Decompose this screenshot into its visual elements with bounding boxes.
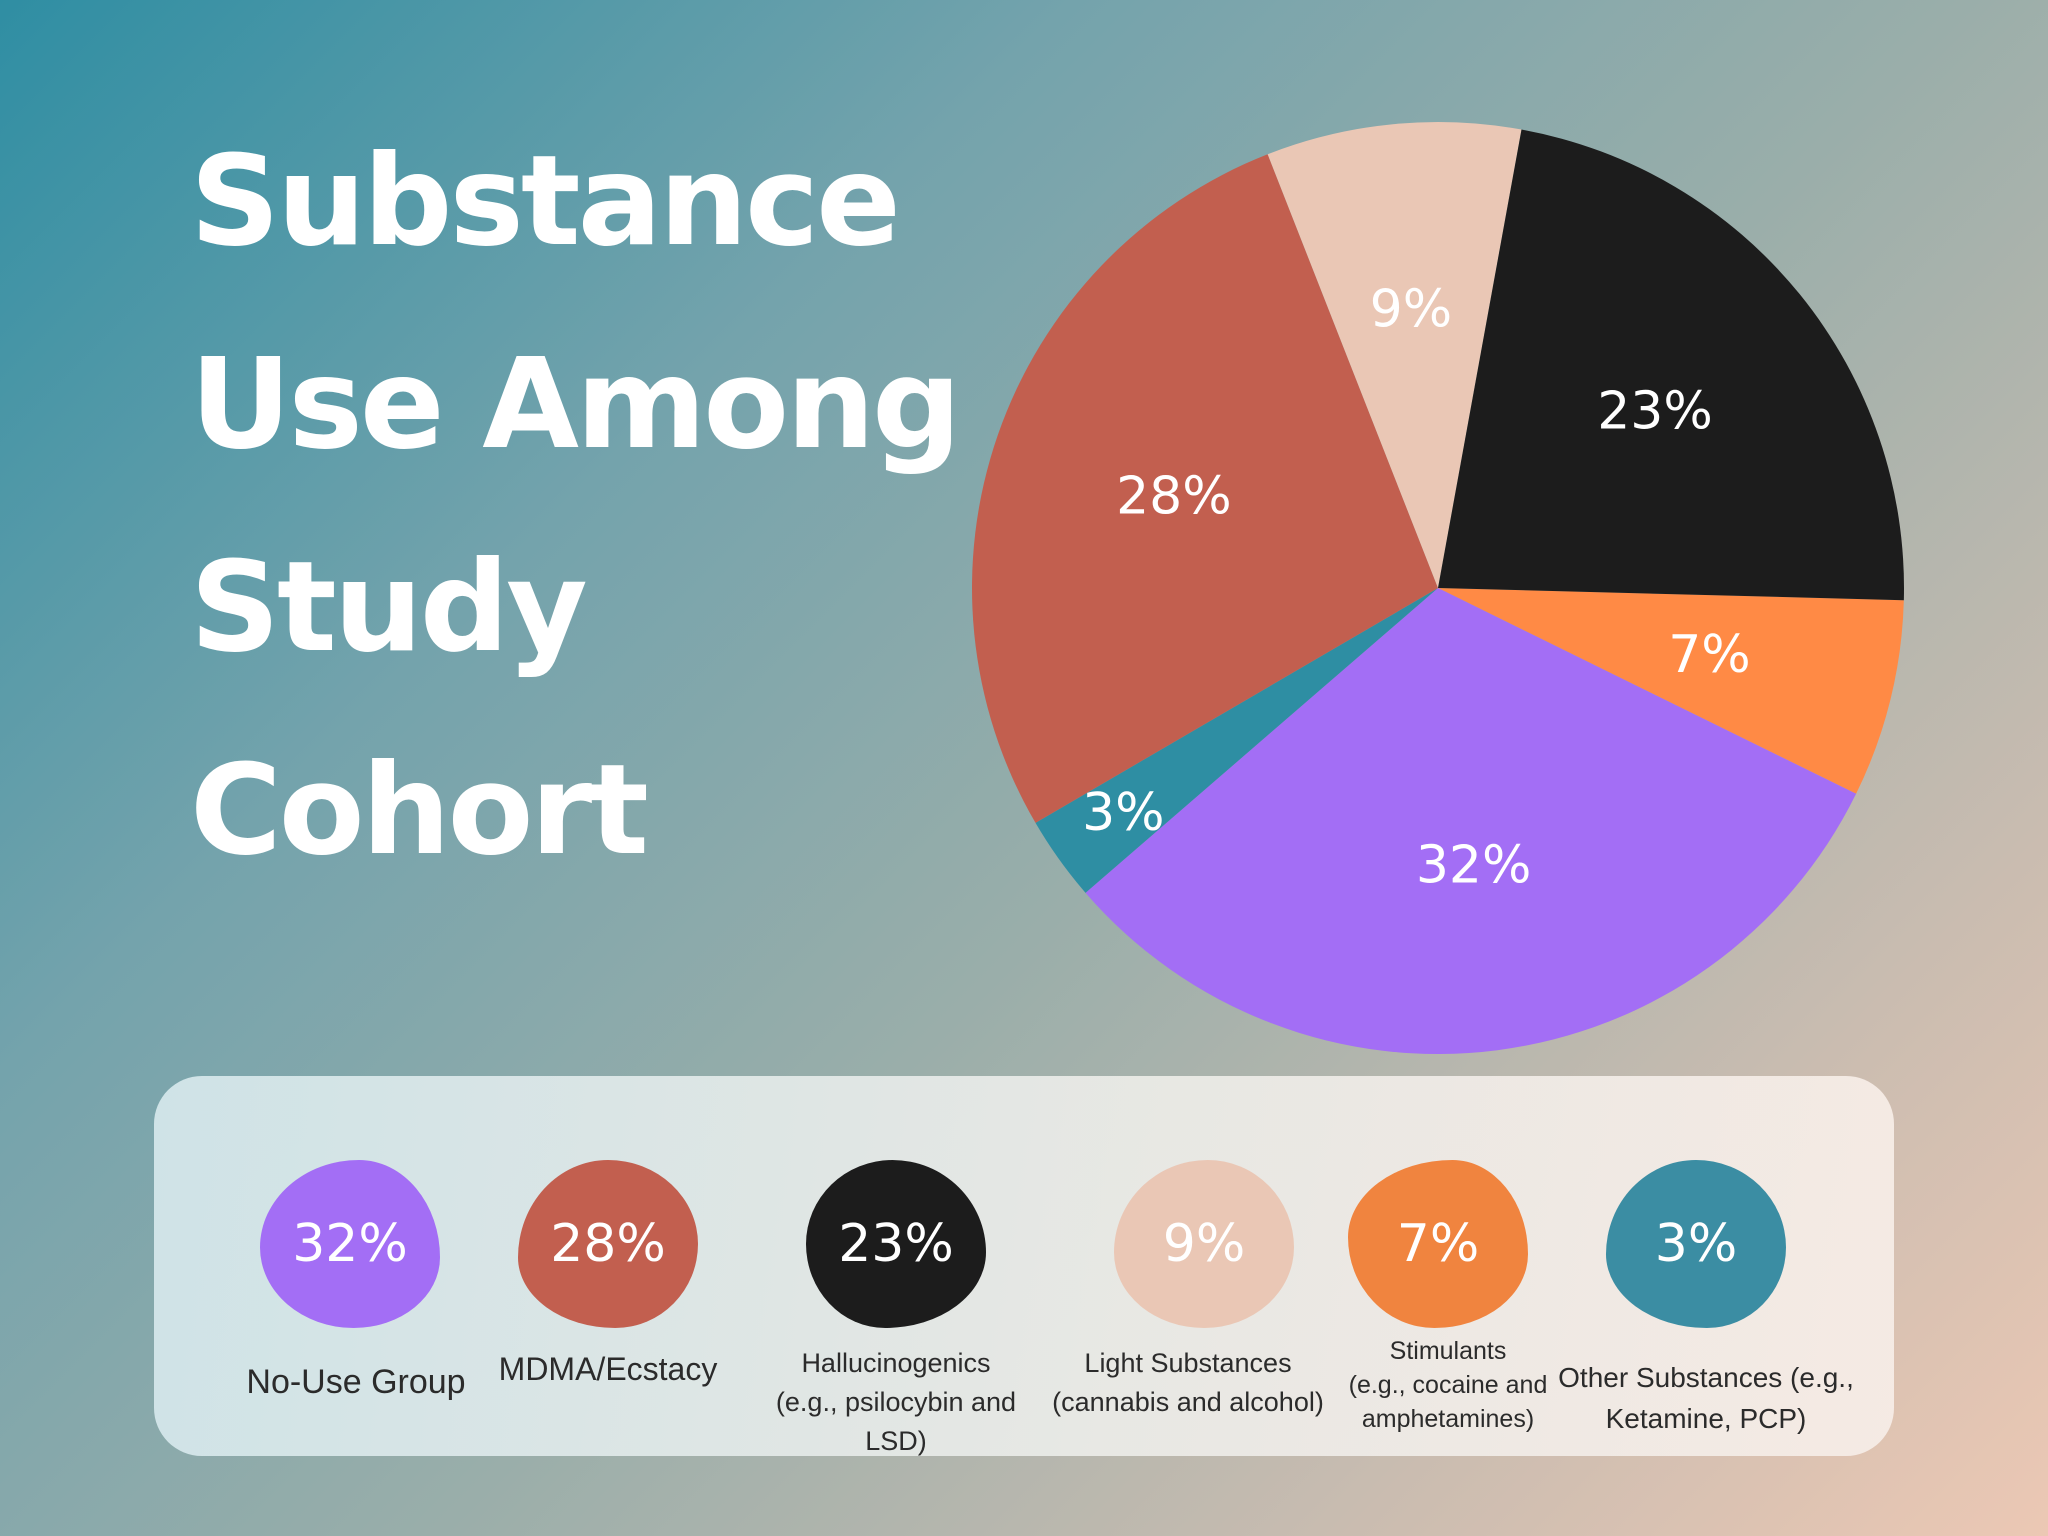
legend-label-line: MDMA/Ecstacy — [498, 1351, 718, 1387]
slice-label-mdma-ecstacy: 28% — [1116, 466, 1232, 526]
legend-label-line: amphetamines) — [1361, 1405, 1535, 1433]
slice-label-light-substances: 9% — [1370, 280, 1453, 340]
legend-swatch-no-use: 32% — [260, 1160, 440, 1328]
legend-label-mdma: MDMA/Ecstacy — [458, 1346, 758, 1392]
legend-percent-stimulants: 7% — [1396, 1214, 1480, 1274]
legend-label-no-use: No-Use Group — [206, 1358, 506, 1407]
legend-percent-hallucinogenics: 23% — [838, 1214, 954, 1274]
pie-slice-hallucinogenics — [1438, 129, 1904, 601]
legend-label-line: (e.g., psilocybin and LSD) — [775, 1387, 1017, 1457]
legend-swatch-light-substances: 9% — [1114, 1160, 1294, 1328]
legend-item-no-use: 32% No-Use Group — [206, 1076, 506, 1456]
legend-swatch-other-substances: 3% — [1606, 1160, 1786, 1328]
legend-label-line: (e.g., cocaine and — [1348, 1371, 1548, 1399]
legend-label-line: Ketamine, PCP) — [1605, 1402, 1807, 1434]
legend-label-hallucinogenics: Hallucinogenics (e.g., psilocybin and LS… — [746, 1344, 1046, 1461]
legend-item-hallucinogenics: 23% Hallucinogenics (e.g., psilocybin an… — [746, 1076, 1046, 1456]
legend-label-line: Hallucinogenics — [801, 1348, 991, 1378]
legend-label-line: Other Substances (e.g., — [1558, 1362, 1854, 1393]
legend-swatch-hallucinogenics: 23% — [806, 1160, 986, 1328]
slice-label-no-use-group: 32% — [1416, 835, 1532, 895]
legend-percent-no-use: 32% — [292, 1214, 408, 1274]
slice-label-other-substances: 3% — [1082, 783, 1165, 843]
legend-label-line: (cannabis and alcohol) — [1052, 1387, 1324, 1418]
title-line-2: Use Among — [190, 332, 962, 477]
legend-label-other-substances: Other Substances (e.g., Ketamine, PCP) — [1556, 1358, 1856, 1439]
slice-label-hallucinogenics: 23% — [1597, 382, 1713, 442]
legend-item-mdma: 28% MDMA/Ecstacy — [458, 1076, 758, 1456]
pie-slice-no-use-group — [1085, 588, 1857, 1054]
legend-label-line: No-Use Group — [246, 1363, 466, 1401]
legend-percent-mdma: 28% — [550, 1214, 666, 1274]
pie-slice-light-substances — [1267, 121, 1522, 588]
pie-slice-stimulants — [1438, 588, 1904, 794]
legend-percent-light-substances: 9% — [1162, 1214, 1246, 1274]
legend-item-other-substances: 3% Other Substances (e.g., Ketamine, PCP… — [1556, 1076, 1856, 1456]
legend-label-line: Stimulants — [1389, 1337, 1507, 1365]
slice-label-stimulants: 7% — [1668, 625, 1751, 685]
title-line-1: Substance — [190, 129, 901, 274]
legend-label-stimulants: Stimulants (e.g., cocaine and amphetamin… — [1298, 1334, 1598, 1436]
legend-percent-other-substances: 3% — [1654, 1214, 1738, 1274]
legend-swatch-mdma: 28% — [518, 1160, 698, 1328]
legend-panel: 32% No-Use Group 28% MDMA/Ecstacy 23% Ha… — [154, 1076, 1894, 1456]
legend-label-light-substances: Light Substances (cannabis and alcohol) — [1038, 1344, 1338, 1422]
legend-item-stimulants: 7% Stimulants (e.g., cocaine and ampheta… — [1298, 1076, 1598, 1456]
pie-slice-other-substances — [1035, 588, 1438, 893]
chart-title: Substance Use Among Study Cohort — [190, 100, 990, 912]
pie-slice-mdma-ecstacy — [972, 154, 1438, 823]
legend-swatch-stimulants: 7% — [1348, 1160, 1528, 1328]
title-line-4: Cohort — [190, 738, 649, 883]
legend-label-line: Light Substances — [1084, 1348, 1292, 1378]
title-line-3: Study — [190, 535, 588, 680]
legend-item-light-substances: 9% Light Substances (cannabis and alcoho… — [1038, 1076, 1338, 1456]
